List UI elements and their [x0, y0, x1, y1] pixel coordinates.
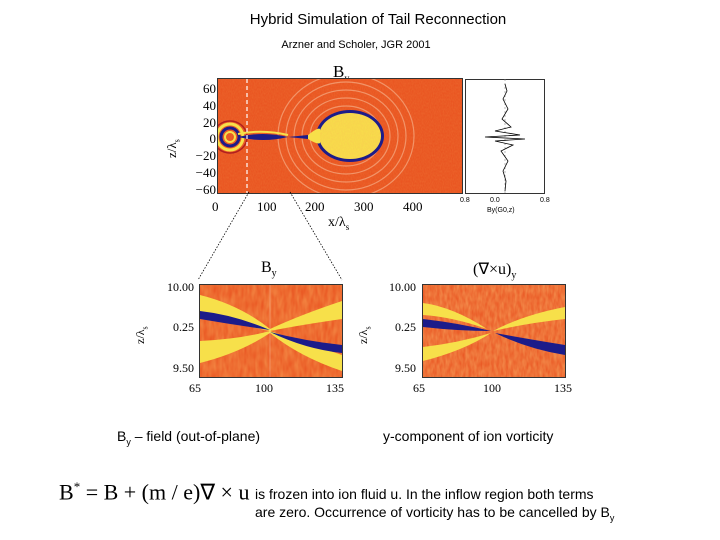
- left-panel-yticks: 10.00 0.25 9.50: [158, 280, 194, 380]
- top-panel-xticks: 0 100 200 300 400: [200, 199, 450, 215]
- left-field-blue-left: [200, 311, 270, 330]
- right-field-yellow-1: [423, 303, 487, 329]
- top-field-plasmoid-texture: [319, 113, 381, 159]
- top-field-plot: [218, 79, 463, 194]
- zoom-lines: [197, 191, 343, 281]
- left-field-yellow-bottom: [200, 331, 342, 371]
- equation-rhs: = B + (m / e)∇ × u: [80, 479, 250, 505]
- top-field-sheet-top: [237, 130, 289, 136]
- slide-title: Hybrid Simulation of Tail Reconnection: [249, 11, 507, 28]
- profile-label: By(G0,z): [487, 207, 515, 214]
- paragraph-line-2-text: are zero. Occurrence of vorticity has to…: [255, 504, 610, 520]
- top-field-inflow: [308, 128, 320, 144]
- top-ytick: −40: [195, 164, 216, 180]
- left-panel-xticks: 65 100 135: [185, 381, 355, 397]
- profile-tick: 0.8: [460, 197, 470, 204]
- explanation-paragraph: is frozen into ion fluid u. In the inflo…: [255, 485, 715, 527]
- left-panel-label-sub: y: [271, 268, 277, 280]
- right-panel-label-main: (∇×u): [473, 261, 512, 278]
- top-field-sheet-left: [238, 134, 288, 140]
- left-caption-rest: – field (out-of-plane): [130, 428, 261, 444]
- equation-lhs: B: [59, 479, 74, 505]
- right-field-yellow-3: [423, 333, 491, 361]
- right-ytick: 9.50: [395, 361, 416, 375]
- right-ylabel-main: z/λ: [356, 329, 370, 344]
- right-xtick: 100: [483, 381, 501, 395]
- left-field-plot: [200, 285, 342, 377]
- left-field-blue-right: [270, 332, 342, 353]
- right-field-yellow-2: [493, 307, 565, 331]
- left-caption-main: B: [117, 428, 127, 444]
- left-ylabel-main: z/λ: [133, 329, 147, 344]
- paragraph-line-1: is frozen into ion fluid u. In the inflo…: [255, 486, 594, 502]
- top-xtick: 0: [212, 199, 219, 214]
- profile-tick: 0.8: [540, 197, 550, 204]
- right-panel-ylabel: z/λs: [356, 326, 372, 344]
- left-panel-label-main: B: [261, 259, 272, 276]
- profile-line: [484, 83, 526, 192]
- left-ylabel-sub: s: [140, 326, 150, 330]
- top-ytick: −60: [195, 181, 216, 197]
- top-field-xline: [288, 135, 308, 139]
- right-field-blue-left: [423, 319, 491, 331]
- top-panel-xlabel: x/λs: [328, 215, 349, 232]
- right-field-noise: [423, 285, 565, 377]
- top-xtick: 300: [354, 199, 374, 214]
- right-panel-label: (∇×u)y: [473, 259, 516, 281]
- top-ytick: 40: [203, 97, 216, 113]
- top-panel-ylabel: z/λs: [164, 139, 182, 158]
- left-ytick: 10.00: [167, 280, 194, 294]
- top-ytick: 20: [203, 114, 216, 130]
- left-panel-frame: [199, 284, 343, 378]
- top-xtick: 400: [403, 199, 423, 214]
- profile-plot: [465, 79, 545, 194]
- top-ylabel-main: z/λ: [164, 142, 179, 158]
- zoom-line-right: [289, 191, 343, 281]
- paragraph-line-2-sub: y: [609, 512, 615, 523]
- top-xlabel-sub: s: [345, 221, 350, 232]
- top-panel-yticks: 60 40 20 0 −20 −40 −60: [186, 81, 216, 199]
- paragraph-line-2: are zero. Occurrence of vorticity has to…: [255, 503, 715, 527]
- right-panel-yticks: 10.00 0.25 9.50: [380, 280, 416, 380]
- right-panel-label-sub: y: [511, 270, 517, 282]
- right-field-blue-right: [495, 333, 565, 355]
- left-caption: By – field (out-of-plane): [117, 428, 260, 447]
- left-xtick: 100: [255, 381, 273, 395]
- equation: B* = B + (m / e)∇ × u: [59, 479, 249, 505]
- right-field-plot: [423, 285, 565, 377]
- left-panel-label: By: [261, 259, 277, 279]
- right-ytick: 10.00: [389, 280, 416, 294]
- top-xtick: 200: [305, 199, 325, 214]
- profile-tick: 0.0: [490, 197, 500, 204]
- zoom-line-left: [197, 191, 250, 281]
- top-panel-frame: [217, 78, 463, 194]
- right-panel-frame: [422, 284, 566, 378]
- top-ytick: 0: [209, 131, 217, 147]
- top-xtick: 100: [257, 199, 277, 214]
- top-xlabel-main: x/λ: [328, 215, 346, 230]
- left-caption-sub: y: [126, 436, 131, 447]
- top-ylabel-sub: s: [172, 139, 182, 143]
- right-panel-xticks: 65 100 135: [408, 381, 583, 397]
- right-xtick: 135: [554, 381, 572, 395]
- top-ytick: 60: [203, 81, 216, 96]
- right-ylabel-sub: s: [363, 326, 373, 330]
- slide-subtitle: Arzner and Scholer, JGR 2001: [281, 39, 431, 51]
- top-panel-label-main: B: [333, 62, 345, 81]
- top-ytick: −20: [195, 148, 216, 164]
- left-panel-ylabel: z/λs: [133, 326, 149, 344]
- left-ytick: 0.25: [173, 320, 194, 334]
- right-caption: y-component of ion vorticity: [383, 428, 554, 444]
- right-ytick: 0.25: [395, 320, 416, 334]
- left-ytick: 9.50: [173, 361, 194, 375]
- equation-lhs-sup: *: [73, 479, 81, 494]
- left-xtick: 135: [326, 381, 344, 395]
- right-xtick: 65: [413, 381, 425, 395]
- left-xtick: 65: [189, 381, 201, 395]
